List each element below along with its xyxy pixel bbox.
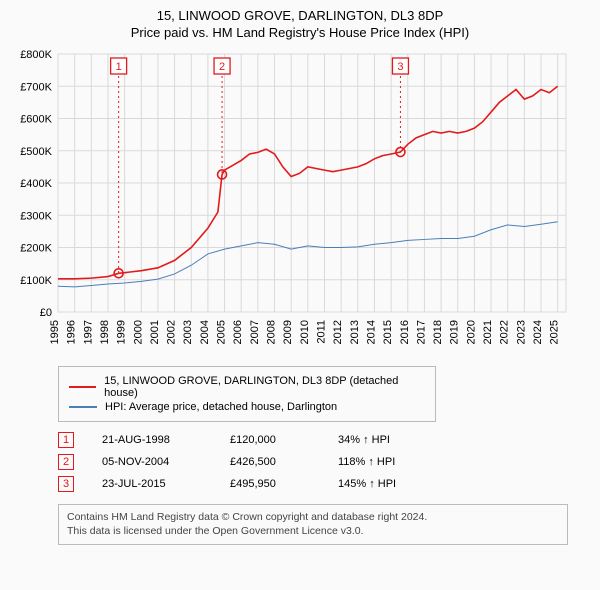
svg-text:2009: 2009 [282,320,294,344]
price-chart: £0 £100K £200K £300K £400K £500K £600K £700K £80… [10,48,570,358]
table-row: 1 21-AUG-1998 £120,000 34% ↑ HPI [58,432,590,448]
page-subtitle: Price paid vs. HM Land Registry's House … [10,25,590,40]
svg-text:2023: 2023 [515,320,527,344]
svg-text:2024: 2024 [532,320,544,344]
svg-text:2015: 2015 [382,320,394,344]
svg-text:£200K: £200K [20,243,52,255]
svg-text:2014: 2014 [365,320,377,344]
sale-marker-icon: 1 [58,432,74,448]
sale-date: 21-AUG-1998 [102,434,202,446]
svg-text:£300K: £300K [20,210,52,222]
svg-text:2022: 2022 [499,320,511,344]
sale-pct: 145% ↑ HPI [338,478,396,490]
table-row: 3 23-JUL-2015 £495,950 145% ↑ HPI [58,476,590,492]
svg-text:2021: 2021 [482,320,494,344]
sale-date: 23-JUL-2015 [102,478,202,490]
sales-table: 1 21-AUG-1998 £120,000 34% ↑ HPI 2 05-NOV-200… [58,432,590,492]
svg-text:2018: 2018 [432,320,444,344]
svg-text:£0: £0 [40,307,52,319]
legend-swatch-hpi [69,406,97,408]
svg-text:£400K: £400K [20,178,52,190]
sale-marker-icon: 3 [58,476,74,492]
svg-text:2008: 2008 [266,320,278,344]
attribution-line2: This data is licensed under the Open Gov… [67,525,559,539]
svg-text:1998: 1998 [99,320,111,344]
svg-text:1999: 1999 [116,320,128,344]
svg-text:1997: 1997 [82,320,94,344]
svg-text:£600K: £600K [20,114,52,126]
svg-text:£800K: £800K [20,49,52,61]
svg-text:2007: 2007 [249,320,261,344]
svg-text:2004: 2004 [199,320,211,344]
attribution-line1: Contains HM Land Registry data © Crown c… [67,511,559,525]
table-row: 2 05-NOV-2004 £426,500 118% ↑ HPI [58,454,590,470]
legend-label-main: 15, LINWOOD GROVE, DARLINGTON, DL3 8DP (… [104,375,425,399]
svg-text:1996: 1996 [66,320,78,344]
svg-text:2006: 2006 [232,320,244,344]
sale-price: £426,500 [230,456,310,468]
svg-text:2020: 2020 [465,320,477,344]
svg-text:2003: 2003 [182,320,194,344]
sale-price: £495,950 [230,478,310,490]
svg-text:2019: 2019 [449,320,461,344]
svg-text:2017: 2017 [415,320,427,344]
attribution: Contains HM Land Registry data © Crown c… [58,504,568,545]
svg-text:£700K: £700K [20,81,52,93]
sale-price: £120,000 [230,434,310,446]
svg-text:1: 1 [116,61,122,73]
svg-text:1995: 1995 [49,320,61,344]
svg-text:2010: 2010 [299,320,311,344]
svg-text:2016: 2016 [399,320,411,344]
svg-text:2: 2 [219,61,225,73]
svg-text:2025: 2025 [549,320,561,344]
sale-marker-icon: 2 [58,454,74,470]
svg-text:£500K: £500K [20,146,52,158]
svg-text:2005: 2005 [216,320,228,344]
legend-label-hpi: HPI: Average price, detached house, Darl… [105,401,337,413]
legend-swatch-main [69,386,96,388]
svg-text:2013: 2013 [349,320,361,344]
svg-text:2000: 2000 [132,320,144,344]
svg-text:£100K: £100K [20,275,52,287]
svg-text:3: 3 [397,61,403,73]
page-title: 15, LINWOOD GROVE, DARLINGTON, DL3 8DP [10,8,590,23]
chart-area: £0 £100K £200K £300K £400K £500K £600K £700K £80… [10,48,590,358]
svg-text:2001: 2001 [149,320,161,344]
svg-text:2011: 2011 [315,320,327,344]
svg-text:2012: 2012 [332,320,344,344]
legend: 15, LINWOOD GROVE, DARLINGTON, DL3 8DP (… [58,366,436,422]
sale-pct: 34% ↑ HPI [338,434,390,446]
sale-pct: 118% ↑ HPI [338,456,395,468]
sale-date: 05-NOV-2004 [102,456,202,468]
svg-text:2002: 2002 [166,320,178,344]
